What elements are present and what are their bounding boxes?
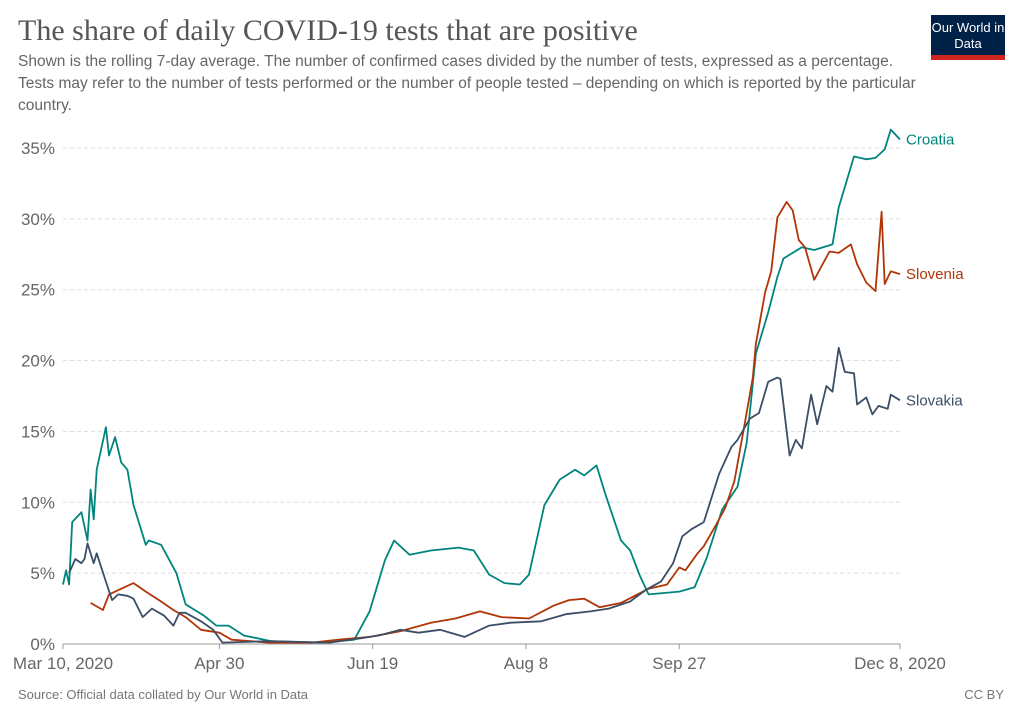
y-tick-label: 0% — [30, 635, 55, 654]
y-tick-label: 10% — [21, 493, 55, 512]
x-tick-label: Aug 8 — [504, 654, 548, 673]
y-tick-label: 20% — [21, 352, 55, 371]
x-tick-label: Apr 30 — [194, 654, 244, 673]
series-label-croatia[interactable]: Croatia — [906, 131, 955, 148]
series-line-slovenia[interactable] — [90, 201, 901, 644]
x-tick-label: Dec 8, 2020 — [854, 654, 946, 673]
x-tick-label: Sep 27 — [652, 654, 706, 673]
x-tick-label: Mar 10, 2020 — [13, 654, 113, 673]
source-note[interactable]: Source: Official data collated by Our Wo… — [18, 687, 308, 702]
y-tick-label: 15% — [21, 422, 55, 441]
x-tick-label: Jun 19 — [347, 654, 398, 673]
chart-subtitle: Shown is the rolling 7-day average. The … — [18, 53, 916, 114]
series-label-slovenia[interactable]: Slovenia — [906, 266, 964, 283]
license-link[interactable]: CC BY — [964, 687, 1004, 702]
chart-title: The share of daily COVID-19 tests that a… — [18, 14, 638, 47]
y-tick-label: 35% — [21, 139, 55, 158]
series-line-slovakia[interactable] — [68, 346, 901, 644]
y-tick-label: 5% — [30, 564, 55, 583]
owid-logo[interactable]: Our World in Data — [931, 15, 1005, 60]
series-label-slovakia[interactable]: Slovakia — [906, 392, 963, 409]
y-tick-label: 30% — [21, 210, 55, 229]
series-line-croatia[interactable] — [62, 128, 901, 644]
y-tick-label: 25% — [21, 281, 55, 300]
